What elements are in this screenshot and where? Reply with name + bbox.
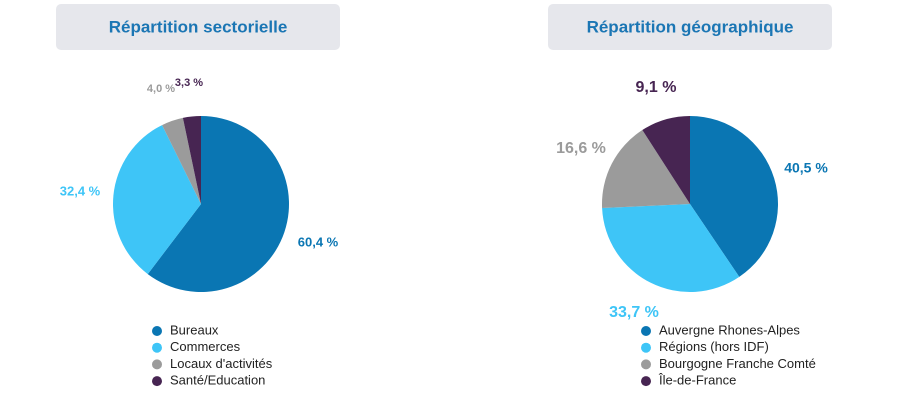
legend-marker <box>152 359 162 370</box>
pie-slice <box>602 204 740 292</box>
legend-marker <box>641 359 651 370</box>
legend-marker <box>152 326 162 336</box>
legend-label: Locaux d'activités <box>170 356 273 371</box>
chart-title: Répartition géographique <box>587 17 794 36</box>
pie-slice <box>690 116 778 277</box>
data-label: 3,3 % <box>175 77 203 89</box>
legend-label: Auvergne Rhones-Alpes <box>659 322 800 337</box>
legend-label: Bourgogne Franche Comté <box>659 356 816 371</box>
data-label: 4,0 % <box>147 83 175 95</box>
data-label: 9,1 % <box>636 79 677 96</box>
data-label: 32,4 % <box>60 183 101 198</box>
data-label: 40,5 % <box>784 160 828 176</box>
pie-slice <box>642 116 690 204</box>
legend-marker <box>641 342 651 353</box>
pie-slice <box>182 116 201 204</box>
legend-label: Régions (hors IDF) <box>659 339 769 354</box>
pie-slice <box>162 117 201 204</box>
data-label: 16,6 % <box>556 140 606 157</box>
legend-label: Île-de-France <box>658 373 736 388</box>
title-box <box>56 4 340 50</box>
chart-title: Répartition sectorielle <box>109 17 288 36</box>
title-box <box>548 4 832 50</box>
legend-marker <box>641 376 651 387</box>
legend-marker <box>152 376 162 387</box>
pie-slice <box>602 130 690 209</box>
data-label: 33,7 % <box>609 304 659 321</box>
legend-label: Bureaux <box>170 322 219 337</box>
legend-marker <box>152 342 162 353</box>
legend-label: Commerces <box>170 339 241 354</box>
legend-marker <box>641 326 651 336</box>
pie-slice <box>113 125 201 275</box>
pie-slice <box>147 116 289 293</box>
legend-label: Santé/Education <box>170 373 265 388</box>
data-label: 60,4 % <box>298 234 339 249</box>
